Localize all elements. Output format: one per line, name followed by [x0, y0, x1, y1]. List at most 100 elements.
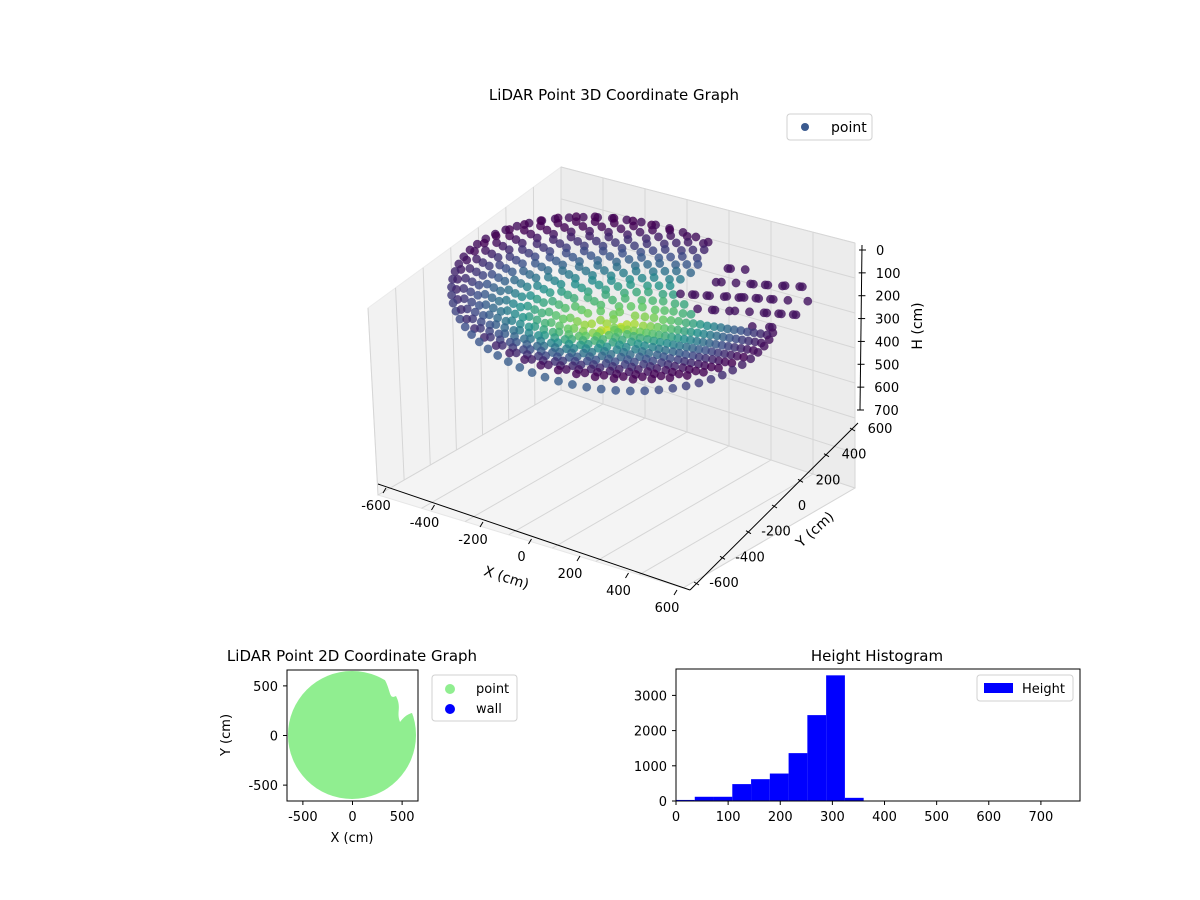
y-axis-tick	[693, 581, 700, 586]
point-marker	[591, 236, 601, 246]
plot-3d: LiDAR Point 3D Coordinate Graph -600 -400…	[361, 86, 926, 616]
x-axis-tick-label: 200	[558, 567, 583, 582]
point-marker	[677, 252, 687, 261]
point-marker	[637, 273, 647, 283]
point-marker	[699, 245, 709, 255]
point-marker	[500, 276, 510, 286]
point-marker	[654, 281, 664, 291]
x-axis-line	[377, 483, 691, 591]
point-marker	[803, 296, 813, 306]
y-axis-tick	[823, 453, 830, 458]
x-axis-tick	[625, 572, 629, 579]
plot-2d-legend-point-marker	[445, 684, 455, 694]
z-axis-tick-label: 600	[874, 381, 899, 396]
z-axis-tick-label: 0	[876, 244, 884, 259]
point-marker	[555, 239, 565, 249]
x-axis-tick-label: 400	[606, 584, 631, 599]
point-marker	[531, 273, 541, 283]
point-marker	[568, 252, 578, 262]
histogram-bar	[788, 753, 808, 801]
x-axis-tick	[673, 589, 678, 596]
point-marker	[516, 302, 525, 312]
point-marker	[599, 370, 609, 380]
point-marker	[686, 268, 696, 278]
point-marker	[467, 297, 477, 307]
point-marker	[571, 217, 581, 227]
point-marker	[730, 306, 740, 316]
point-marker	[508, 299, 518, 309]
point-marker	[561, 248, 571, 258]
x-axis-label: X (cm)	[482, 563, 531, 593]
point-marker	[626, 301, 636, 311]
side-wall-grid-line	[395, 287, 405, 481]
point-marker	[637, 372, 647, 382]
point-marker	[493, 351, 503, 360]
plot-2d-x-label: X (cm)	[331, 831, 374, 846]
point-marker	[660, 306, 670, 316]
x-axis-tick-label: 0	[517, 550, 525, 565]
point-marker	[571, 369, 581, 379]
floor-grid-line	[421, 403, 604, 509]
floor-grid-line	[639, 473, 814, 576]
point-marker	[574, 262, 584, 272]
plot-2d-legend: point wall	[431, 674, 518, 722]
z-axis-tick-label: 400	[875, 335, 900, 350]
point-marker	[452, 284, 461, 294]
point-marker	[581, 266, 591, 276]
point-marker	[728, 365, 738, 375]
y-axis-tick-label: 200	[816, 473, 841, 488]
point-marker	[671, 266, 681, 276]
point-marker	[553, 218, 563, 228]
point-marker	[494, 296, 504, 306]
point-marker	[470, 246, 479, 256]
point-marker	[503, 357, 513, 367]
histogram-x-tick-label: 600	[976, 810, 1001, 825]
plot-2d-y-tick-label: 0	[270, 730, 278, 745]
point-marker	[567, 380, 577, 389]
floor-grid-line	[464, 417, 646, 523]
point-marker	[665, 281, 675, 291]
x-axis-tick-label: 600	[655, 601, 680, 616]
point-marker	[594, 280, 604, 290]
point-marker	[586, 251, 596, 261]
histogram-x-tick-label: 700	[1028, 810, 1053, 825]
point-marker	[660, 266, 670, 276]
plot-2d-legend-wall-label: wall	[476, 702, 502, 717]
plot-2d-x-tick-label: -500	[288, 810, 318, 825]
plot-2d-ticks: -500 0 500 -500 0 500	[248, 680, 414, 825]
plot-3d-legend-label: point	[831, 120, 867, 136]
point-marker	[611, 385, 621, 395]
histogram-x-tick-label: 200	[768, 810, 793, 825]
histogram-frame	[675, 668, 1081, 802]
x-axis-tick-label: -600	[361, 499, 391, 514]
point-marker	[583, 308, 593, 318]
point-marker	[636, 217, 646, 227]
point-marker	[536, 221, 545, 231]
z-axis-tick-label: 100	[876, 267, 901, 282]
point-marker	[666, 316, 676, 325]
point-marker	[522, 282, 532, 292]
point-marker	[681, 381, 691, 391]
point-marker	[566, 232, 576, 242]
point-marker	[551, 256, 561, 266]
point-marker	[612, 262, 622, 272]
plot-2d-x-tick-label: 500	[390, 810, 415, 825]
point-marker	[554, 376, 563, 386]
point-marker	[450, 267, 460, 276]
plot-2d-y-tick-label: 500	[253, 680, 278, 695]
point-marker	[726, 264, 736, 274]
point-marker	[484, 261, 494, 271]
wall-height-grid-line	[560, 389, 856, 489]
z-axis-label: H (cm)	[910, 302, 926, 349]
point-marker	[688, 245, 698, 255]
point-marker	[512, 221, 522, 231]
point-marker	[632, 287, 642, 297]
z-axis-tick-label: 300	[875, 313, 900, 328]
point-marker	[558, 314, 568, 324]
plot-2d-x-tick-label: 0	[348, 810, 356, 825]
histogram-bar	[751, 779, 770, 801]
point-marker	[690, 290, 700, 300]
point-marker	[650, 305, 660, 315]
floor-grid-line	[682, 487, 856, 589]
point-marker	[539, 298, 549, 308]
